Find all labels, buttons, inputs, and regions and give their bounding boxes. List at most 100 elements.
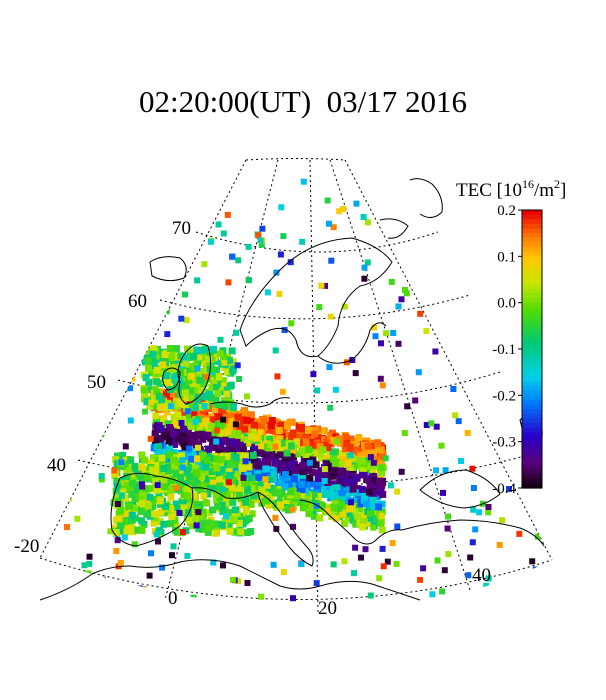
tec-cell: [161, 483, 169, 491]
tec-cell: [314, 435, 322, 443]
tec-cell: [299, 238, 306, 245]
tec-cell: [223, 491, 231, 499]
tec-cell: [345, 509, 353, 517]
tec-cell: [162, 502, 170, 510]
tec-cell: [270, 467, 278, 475]
tec-cell: [166, 424, 174, 431]
tec-cell: [311, 491, 318, 498]
tec-cell: [219, 377, 227, 384]
tec-cell: [310, 371, 317, 378]
coastline-scandinavia: [239, 237, 393, 358]
tec-cell: [148, 321, 155, 328]
tec-cell: [204, 431, 212, 439]
tec-cell: [136, 324, 142, 331]
tec-cell: [171, 516, 179, 524]
tec-cell: [179, 504, 187, 512]
tec-cell: [369, 449, 377, 457]
colorbar-segment: [522, 381, 542, 387]
tec-cell: [86, 229, 93, 235]
tec-cell: [217, 443, 225, 451]
tec-cell: [119, 452, 126, 459]
tec-cell: [406, 208, 413, 215]
tec-cell: [324, 479, 332, 486]
tec-cell: [433, 423, 440, 430]
tec-cell: [341, 476, 349, 483]
tec-cell: [314, 474, 322, 482]
tec-cell: [194, 365, 201, 372]
tec-cell: [352, 446, 359, 454]
tec-cell: [367, 454, 374, 461]
tec-cell: [153, 352, 161, 360]
tec-cell: [241, 425, 249, 433]
tec-cell: [169, 552, 175, 559]
tec-cell: [61, 349, 68, 356]
tec-cell: [393, 560, 400, 567]
tec-cell: [255, 449, 263, 457]
tec-cell: [112, 529, 120, 536]
tec-cell: [241, 479, 248, 487]
tec-cell: [298, 423, 305, 431]
tec-cell: [233, 329, 240, 336]
tec-cell: [538, 490, 545, 497]
tec-cell: [151, 510, 159, 518]
tec-cell: [129, 528, 137, 536]
tec-cell: [194, 455, 201, 463]
tec-cell: [272, 347, 279, 354]
tec-cell: [218, 405, 225, 413]
tec-cell: [113, 265, 120, 272]
tec-cell: [67, 417, 74, 424]
tec-cell: [287, 460, 295, 468]
tec-cell: [343, 359, 350, 366]
tec-cell: [468, 351, 475, 358]
tec-cell: [280, 233, 287, 240]
tec-cell: [290, 595, 296, 602]
tec-cell: [367, 592, 374, 599]
coastline-russia-arctic: [379, 218, 409, 239]
tec-cell: [187, 208, 194, 214]
tec-cell: [325, 220, 332, 227]
tec-cell: [220, 562, 226, 569]
tec-cell: [361, 492, 369, 500]
tec-cell: [536, 512, 543, 519]
tec-cell: [218, 475, 226, 483]
tec-cell: [192, 418, 199, 425]
tec-cell: [181, 443, 189, 451]
tec-cell: [295, 464, 302, 472]
tec-cell: [148, 550, 154, 557]
tec-cell: [214, 503, 221, 510]
coastline-italy: [257, 491, 314, 567]
tec-cell: [235, 520, 243, 528]
tec-cell: [228, 489, 236, 497]
tec-cell: [306, 459, 313, 466]
meridian-line: [309, 159, 319, 613]
tec-cell: [203, 369, 211, 377]
tec-cell: [188, 437, 196, 445]
coastline-continent-west: [209, 397, 291, 408]
tec-cell: [363, 500, 370, 508]
tec-cell: [212, 393, 220, 401]
tec-cell: [290, 475, 298, 483]
tec-cell: [206, 484, 214, 492]
tec-cell: [441, 567, 448, 574]
tec-cell: [502, 375, 509, 382]
tec-cell: [227, 460, 235, 467]
tec-cell: [281, 327, 288, 333]
tec-cell: [248, 484, 256, 492]
tec-cell: [163, 390, 170, 398]
tec-cell: [331, 500, 339, 508]
tec-cell: [125, 525, 132, 533]
tec-cell: [168, 513, 176, 520]
tec-cell: [442, 181, 449, 187]
tec-cell: [263, 481, 271, 489]
tec-cell: [190, 352, 198, 360]
tec-cell: [229, 576, 236, 583]
tec-cell: [302, 501, 309, 509]
tec-cell: [483, 582, 490, 589]
tec-cell: [157, 425, 165, 433]
tec-cell: [157, 435, 165, 443]
tec-cell: [385, 181, 392, 188]
tec-cell: [214, 469, 222, 477]
tec-cell: [230, 439, 238, 447]
tec-cell: [276, 290, 283, 297]
tec-cell: [339, 510, 347, 518]
